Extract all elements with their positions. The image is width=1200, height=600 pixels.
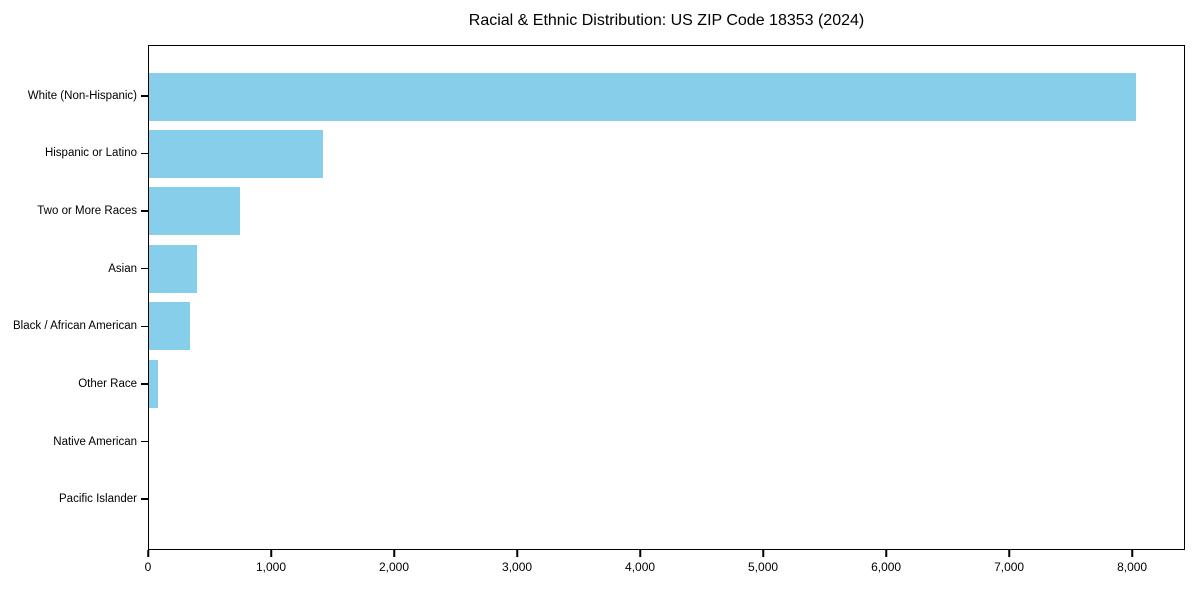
y-tick-label: Two or More Races [37, 205, 137, 218]
x-tick-label: 6,000 [871, 560, 902, 574]
plot-rows [149, 46, 1184, 549]
plot-area [148, 45, 1185, 550]
chart-title: Racial & Ethnic Distribution: US ZIP Cod… [468, 12, 865, 29]
y-label-row: Black / African American [0, 298, 148, 356]
bar [149, 187, 240, 236]
bar-row [149, 412, 1184, 469]
y-label-row: Native American [0, 413, 148, 471]
bar-row [149, 470, 1184, 527]
x-tick-label: 5,000 [748, 560, 779, 574]
bar [149, 130, 323, 179]
x-tick-mark [762, 550, 764, 557]
y-tick-label: Native American [53, 435, 137, 448]
x-tick-label: 8,000 [1117, 560, 1148, 574]
y-tick-mark [141, 267, 148, 270]
x-tick-label: 3,000 [502, 560, 533, 574]
y-tick-label: Black / African American [13, 320, 137, 333]
y-label-row: Two or More Races [0, 182, 148, 240]
x-tick-mark [270, 550, 272, 557]
bar-row [149, 240, 1184, 297]
bar-row [149, 183, 1184, 240]
y-label-row: Hispanic or Latino [0, 125, 148, 183]
y-label-row: Asian [0, 240, 148, 298]
bar-row [149, 298, 1184, 355]
y-tick-mark [141, 325, 148, 328]
x-tick-label: 2,000 [379, 560, 410, 574]
y-label-row: Pacific Islander [0, 470, 148, 528]
x-tick-label: 7,000 [994, 560, 1025, 574]
bar [149, 302, 191, 351]
y-tick-mark [141, 152, 148, 155]
bar [149, 244, 197, 293]
x-tick-mark [1131, 550, 1133, 557]
y-tick-label: Asian [108, 262, 137, 275]
bar-row [149, 355, 1184, 412]
y-tick-mark [141, 498, 148, 500]
y-tick-label: White (Non-Hispanic) [27, 89, 137, 102]
x-tick-mark [147, 550, 149, 557]
x-tick-label: 1,000 [255, 560, 287, 574]
y-tick-mark [141, 95, 148, 97]
y-tick-mark [141, 440, 148, 443]
bar-row [149, 68, 1184, 125]
y-tick-label: Pacific Islander [59, 493, 137, 506]
y-label-row: Other Race [0, 355, 148, 413]
x-tick-mark [885, 550, 887, 557]
bar-row [149, 125, 1184, 182]
x-tick-label: 0 [144, 560, 152, 574]
y-label-row: White (Non-Hispanic) [0, 67, 148, 125]
y-tick-mark [141, 210, 148, 212]
x-tick-label: 4,000 [625, 560, 656, 574]
x-tick-mark [393, 550, 395, 557]
bar [149, 72, 1137, 121]
y-axis-labels: White (Non-Hispanic) Hispanic or Latino Tw… [0, 45, 148, 550]
y-tick-label: Other Race [78, 377, 137, 390]
y-tick-label: Hispanic or Latino [44, 147, 137, 160]
x-axis: 0 1,000 2,000 3,000 4,000 5,000 6,000 7,000 8,00… [144, 550, 1185, 584]
x-tick-mark [1008, 550, 1010, 557]
x-tick-mark [639, 550, 641, 557]
bar [149, 359, 158, 408]
x-tick-mark [516, 550, 518, 557]
y-tick-mark [141, 383, 148, 385]
